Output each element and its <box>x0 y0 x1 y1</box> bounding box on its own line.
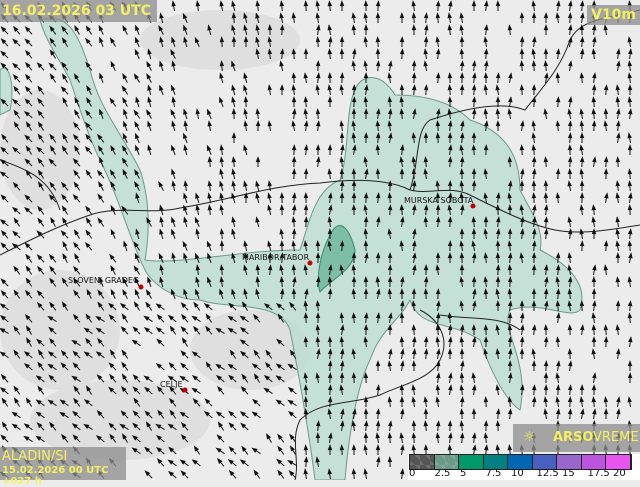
city-slovenj-gradec: SLOVENJ GRADEC <box>68 276 139 285</box>
city-celje: CELJE <box>160 380 183 389</box>
city-maribor: MARIBOR/TABOR <box>242 253 309 262</box>
valid-time-label: 16.02.2026 03 UTC <box>0 0 157 22</box>
city-label: MURSKA SOBOTA <box>404 196 473 205</box>
legend-swatch <box>533 455 558 469</box>
legend-swatch <box>459 455 484 469</box>
legend-tick: 5 <box>460 468 466 479</box>
legend-swatch <box>508 455 533 469</box>
city-label: MARIBOR/TABOR <box>242 253 309 262</box>
city-murska-sobota: MURSKA SOBOTA <box>404 196 473 205</box>
logo-brand: VREME <box>593 430 639 445</box>
legend-swatch <box>435 455 460 469</box>
arso-logo: ☼ ARSO VREME <box>513 424 640 452</box>
legend-swatch <box>606 455 631 469</box>
legend-tick: 15 <box>562 468 575 479</box>
legend-tick: 20 <box>613 468 626 479</box>
city-label: CELJE <box>160 380 183 389</box>
model-run: 15.02.2026 00 UTC +027 h <box>2 465 126 487</box>
legend-tick: 17.5 <box>588 468 610 479</box>
shaded-area-west <box>0 68 12 115</box>
field-label: V10m <box>587 5 640 25</box>
legend-tick: 7.5 <box>486 468 502 479</box>
model-info: ALADIN/SI 15.02.2026 00 UTC +027 h <box>0 447 126 480</box>
weather-logo-icon: ☼ <box>523 429 536 445</box>
legend-tick: 0 <box>409 468 415 479</box>
legend-swatch <box>557 455 582 469</box>
legend-swatch <box>410 455 435 469</box>
legend-swatch <box>484 455 509 469</box>
model-name: ALADIN/SI <box>2 449 67 464</box>
legend-swatch <box>582 455 607 469</box>
legend-tick: 2.5 <box>435 468 451 479</box>
logo-brand-bold: ARSO <box>553 430 594 445</box>
city-label: SLOVENJ GRADEC <box>68 276 139 285</box>
legend-tick: 10 <box>511 468 524 479</box>
legend-tick: 12.5 <box>537 468 559 479</box>
